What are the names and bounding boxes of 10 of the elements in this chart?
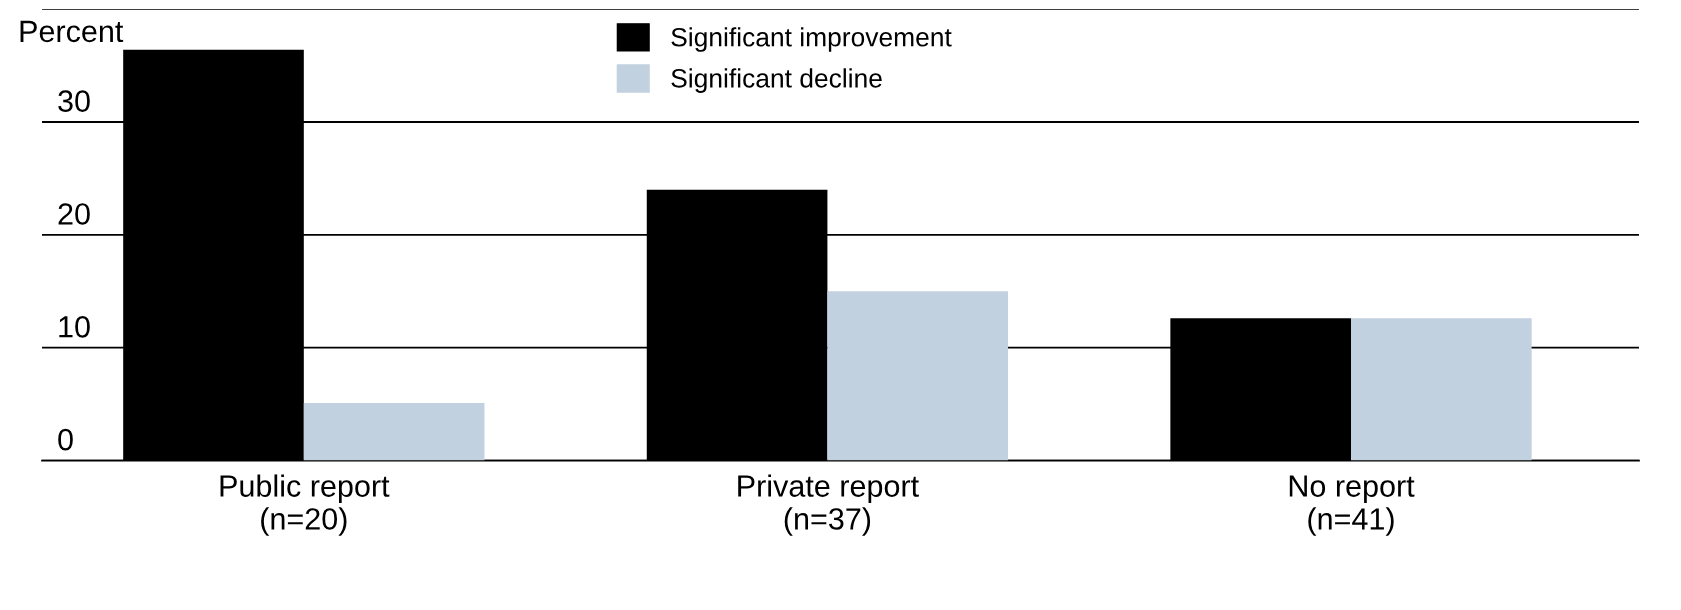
y-tick-label: 20 (58, 203, 90, 225)
legend-label: Significant decline (671, 68, 882, 93)
y-tick-label: 30 (58, 90, 90, 112)
x-tick-label: Private report (n=37) (738, 474, 919, 536)
x-tick-label: Public report (n=20) (220, 474, 390, 536)
y-tick-label: 10 (59, 316, 90, 338)
legend-label: Significant improvement (671, 27, 952, 52)
y-tick-label: 0 (58, 428, 73, 451)
x-tick-label: No report (n=41) (1289, 475, 1415, 536)
y-axis-title: Percent (20, 20, 124, 43)
